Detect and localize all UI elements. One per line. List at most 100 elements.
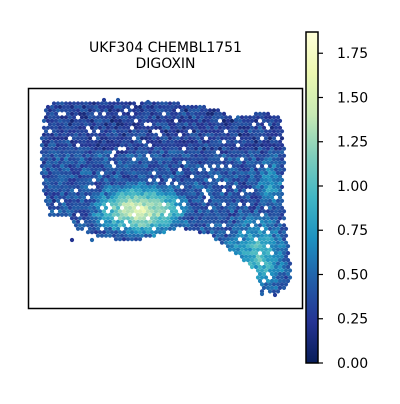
spot xyxy=(277,271,283,277)
spot xyxy=(119,143,125,148)
spot xyxy=(121,125,127,130)
spot xyxy=(127,101,133,106)
spot xyxy=(255,129,261,134)
spot xyxy=(75,205,81,210)
spot xyxy=(221,111,227,116)
spot xyxy=(263,212,269,217)
spot xyxy=(277,125,283,130)
spot xyxy=(127,115,133,120)
spot xyxy=(149,104,155,110)
spot xyxy=(123,115,129,120)
spot xyxy=(273,285,279,290)
spot xyxy=(233,153,239,158)
spot xyxy=(123,157,129,162)
spot xyxy=(211,136,217,141)
spot xyxy=(253,258,259,263)
spot xyxy=(137,104,143,110)
spot xyxy=(89,146,95,151)
spot xyxy=(273,153,279,158)
spot xyxy=(247,157,253,162)
spot xyxy=(53,174,59,179)
spot xyxy=(131,115,137,120)
spot xyxy=(129,223,135,228)
spot xyxy=(133,146,139,151)
spot xyxy=(277,216,283,221)
spot xyxy=(131,108,137,113)
spot xyxy=(215,143,221,148)
spot xyxy=(265,285,271,290)
spot xyxy=(75,184,81,190)
spot xyxy=(275,240,281,245)
spot xyxy=(73,202,79,207)
spot xyxy=(243,191,249,197)
spot xyxy=(161,223,167,228)
spot xyxy=(271,177,277,183)
spot xyxy=(169,111,175,116)
spot xyxy=(99,129,105,134)
spot xyxy=(115,129,121,134)
spot xyxy=(175,212,181,217)
spot xyxy=(201,202,207,207)
spot xyxy=(261,251,267,256)
spot xyxy=(241,216,247,221)
spot xyxy=(77,139,83,144)
spot xyxy=(153,125,159,130)
spot xyxy=(129,216,135,221)
spot xyxy=(115,226,121,231)
spot xyxy=(103,177,109,183)
spot xyxy=(139,157,145,162)
spot xyxy=(235,191,241,197)
spot xyxy=(53,181,59,186)
spot xyxy=(271,122,277,127)
spot xyxy=(165,146,171,151)
spot xyxy=(137,188,143,193)
spot xyxy=(223,136,229,141)
spot xyxy=(161,181,167,186)
spot xyxy=(41,167,47,172)
spot xyxy=(125,181,131,186)
spot xyxy=(135,191,141,197)
spot xyxy=(271,171,277,176)
spot xyxy=(55,143,61,148)
spot xyxy=(51,212,57,217)
spot xyxy=(215,157,221,162)
spot xyxy=(139,212,145,217)
spot xyxy=(241,146,247,151)
spot xyxy=(277,160,283,165)
spot xyxy=(217,230,223,235)
spot xyxy=(137,209,143,214)
spot xyxy=(79,129,85,134)
spot xyxy=(127,212,133,217)
spot xyxy=(65,153,71,158)
spot xyxy=(119,129,125,134)
spot xyxy=(189,195,195,200)
spot xyxy=(171,150,177,155)
spot xyxy=(169,174,175,179)
spot xyxy=(205,174,211,179)
spot xyxy=(237,139,243,144)
spot xyxy=(139,191,145,197)
spot xyxy=(137,146,143,151)
spot xyxy=(171,157,177,162)
spot xyxy=(171,219,177,224)
spot xyxy=(189,167,195,172)
spot xyxy=(247,219,253,224)
spot xyxy=(93,195,99,200)
spot xyxy=(269,278,275,284)
spot xyxy=(117,167,123,172)
spot xyxy=(73,216,79,221)
spot xyxy=(229,216,235,221)
spot xyxy=(185,188,191,193)
spot xyxy=(235,177,241,183)
spot xyxy=(207,191,213,197)
spot xyxy=(215,108,221,113)
spot xyxy=(93,153,99,158)
spot xyxy=(205,223,211,228)
spot xyxy=(79,184,85,190)
spot xyxy=(237,153,243,158)
spot xyxy=(149,118,155,123)
spot xyxy=(155,136,161,141)
spot xyxy=(275,150,281,155)
spot xyxy=(139,101,145,106)
spot xyxy=(69,167,75,172)
